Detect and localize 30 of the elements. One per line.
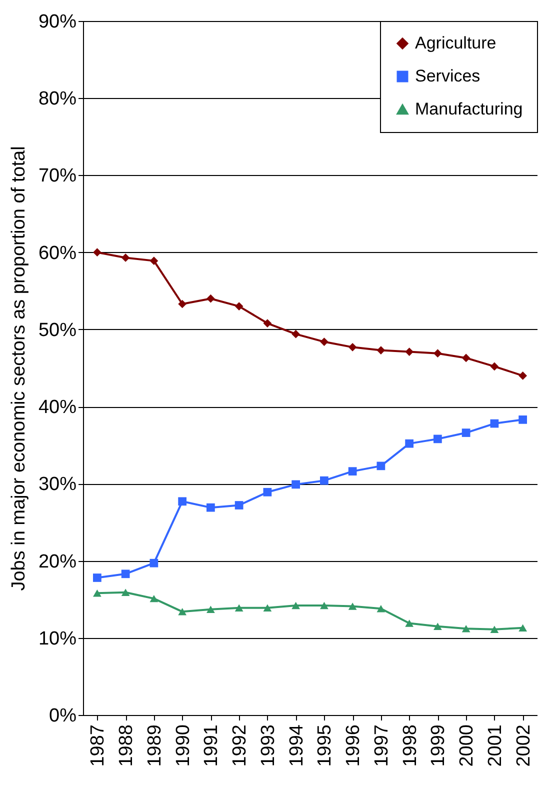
x-tick-label: 1994 xyxy=(286,724,308,767)
legend-label: Manufacturing xyxy=(415,100,523,118)
y-tick-label: 90% xyxy=(38,12,77,32)
x-tick-label: 1992 xyxy=(230,724,251,767)
x-tick-label: 2000 xyxy=(456,724,478,767)
x-tick-label: 1995 xyxy=(314,724,336,767)
x-tick-label: 2001 xyxy=(484,724,506,767)
y-tick-label: 30% xyxy=(38,474,77,496)
x-tick-label: 1998 xyxy=(400,724,421,767)
y-axis-title: Jobs in major economic sectors as proportion of total xyxy=(8,146,30,591)
x-tick-label: 1990 xyxy=(172,724,194,767)
y-tick-label: 0% xyxy=(49,706,77,726)
legend-label: Agriculture xyxy=(415,34,496,52)
y-tick-label: 20% xyxy=(38,551,77,572)
x-tick-label: 1993 xyxy=(258,724,279,767)
y-tick-label: 80% xyxy=(38,88,77,110)
x-tick-label: 1999 xyxy=(428,724,450,767)
x-tick-label: 1991 xyxy=(201,724,222,767)
x-tick-label: 2002 xyxy=(513,724,534,767)
y-tick-label: 70% xyxy=(38,166,77,187)
x-tick-label: 1987 xyxy=(88,724,109,767)
x-tick-label: 1996 xyxy=(343,724,364,767)
x-tick-label: 1997 xyxy=(371,724,392,767)
y-tick-label: 10% xyxy=(38,628,77,650)
y-tick-label: 40% xyxy=(38,397,77,418)
legend-label: Services xyxy=(415,66,480,86)
x-tick-label: 1988 xyxy=(116,724,138,767)
y-tick-label: 60% xyxy=(38,242,77,264)
x-tick-label: 1989 xyxy=(144,724,166,767)
y-tick-label: 50% xyxy=(38,320,77,341)
